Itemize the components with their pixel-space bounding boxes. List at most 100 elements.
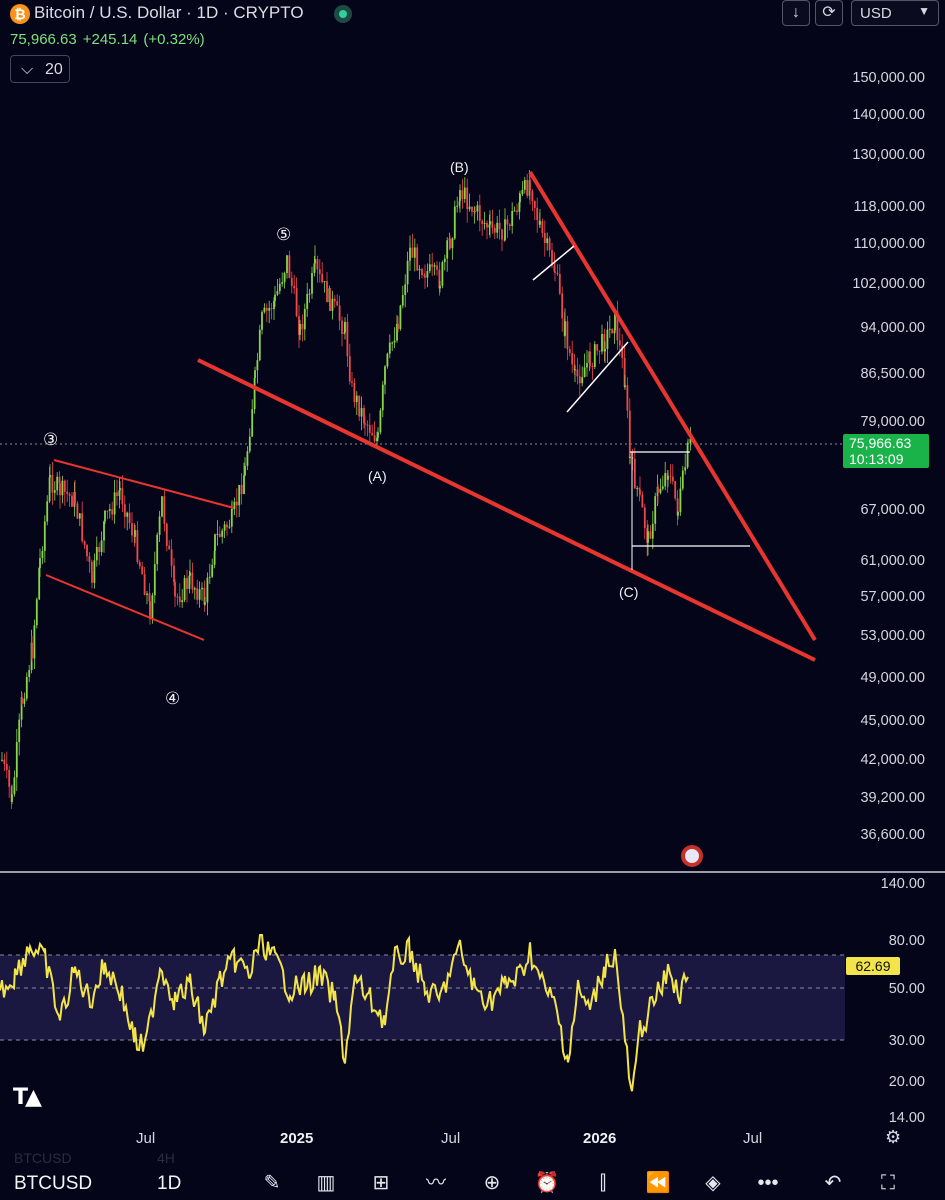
- candle-body: [626, 385, 629, 411]
- replay-icon[interactable]: ⏪: [645, 1172, 671, 1194]
- price-axis-label: 57,000.00: [860, 589, 925, 605]
- candle-body: [338, 305, 341, 321]
- time-axis-label: Jul: [136, 1130, 156, 1147]
- indicator-toggle[interactable]: ⌵ 20: [10, 55, 70, 83]
- candle-body: [397, 323, 399, 330]
- time-axis-label: Jul: [743, 1130, 763, 1147]
- download-icon[interactable]: ↓: [782, 0, 810, 26]
- candle-body: [53, 490, 56, 493]
- lower-trendline[interactable]: [197, 358, 816, 662]
- settings-icon[interactable]: ⚙: [885, 1127, 902, 1147]
- candle-body: [561, 293, 564, 319]
- candle-body: [679, 488, 682, 512]
- price-axis-label: 61,000.00: [860, 553, 925, 569]
- candle-body: [519, 194, 521, 203]
- candle-body: [603, 334, 606, 352]
- candle-body: [170, 549, 173, 566]
- tradingview-logo-icon[interactable]: T▲: [13, 1085, 42, 1110]
- candle-body: [676, 498, 679, 516]
- candle-body: [208, 576, 211, 578]
- upper-trendline[interactable]: [528, 170, 817, 642]
- candle-body: [221, 530, 224, 537]
- candle-body: [108, 509, 111, 511]
- candle-body: [439, 285, 441, 289]
- candle-body: [546, 238, 549, 244]
- white-channel-line-1[interactable]: [532, 245, 575, 281]
- price-axis-label: 102,000.00: [852, 276, 925, 292]
- market-status-icon[interactable]: [334, 5, 352, 23]
- compare-icon[interactable]: ⟳: [815, 0, 843, 26]
- undo-icon[interactable]: ↶: [824, 1172, 842, 1194]
- candle-body: [198, 589, 201, 600]
- price-axis-label: 79,000.00: [860, 414, 925, 430]
- white-channel-line-2[interactable]: [566, 341, 629, 413]
- candle-body: [411, 247, 414, 258]
- candle-body: [21, 697, 23, 704]
- rsi-axis-label: 140.00: [880, 876, 925, 892]
- candle-body: [621, 345, 624, 358]
- price-axis-label: 67,000.00: [860, 502, 925, 518]
- candle-body: [63, 480, 66, 492]
- candle-body: [443, 258, 446, 263]
- candle-body: [478, 205, 481, 221]
- layers-icon[interactable]: ◈: [705, 1172, 721, 1194]
- candle-body: [223, 524, 226, 531]
- candle-body: [671, 476, 674, 482]
- chart-type-icon[interactable]: ▥: [316, 1172, 336, 1194]
- brush-icon[interactable]: ✎: [263, 1172, 281, 1194]
- candle-body: [59, 483, 61, 496]
- candle-body: [298, 316, 300, 335]
- candle-body: [341, 320, 343, 334]
- candle-body: [426, 270, 429, 278]
- candle-body: [636, 488, 639, 490]
- candle-body: [123, 504, 126, 517]
- candle-body: [230, 509, 233, 527]
- fullscreen-icon[interactable]: ⛶: [881, 1172, 895, 1194]
- candle-body: [261, 312, 263, 330]
- candle-body: [664, 473, 667, 487]
- add-icon[interactable]: ⊕: [483, 1172, 501, 1194]
- indicators-icon[interactable]: 〰: [426, 1172, 446, 1194]
- candles-group: [1, 170, 692, 809]
- candle-body: [684, 467, 687, 471]
- candle-body: [203, 587, 206, 605]
- candle-body: [218, 533, 221, 537]
- grid-icon[interactable]: ⊞: [372, 1172, 390, 1194]
- alert-icon[interactable]: ⏰: [534, 1172, 560, 1194]
- price-axis-label: 53,000.00: [860, 628, 925, 644]
- candle-body: [326, 281, 328, 303]
- candle-body: [384, 366, 386, 385]
- candle-body: [368, 425, 371, 433]
- price-axis-label: 94,000.00: [860, 320, 925, 336]
- candle-body: [404, 284, 407, 296]
- candle-body: [376, 437, 378, 442]
- candle-body: [456, 205, 459, 207]
- wave-C-label: (C): [619, 584, 639, 600]
- rsi-axis-label: 20.00: [888, 1074, 925, 1090]
- candle-body: [248, 436, 251, 452]
- candle-body: [283, 273, 286, 283]
- candle-body: [201, 587, 203, 590]
- candle-body: [5, 763, 8, 770]
- candle-body: [406, 260, 409, 285]
- symbol-button[interactable]: BTCUSD: [14, 1173, 93, 1194]
- candle-body: [93, 560, 96, 583]
- candles-icon[interactable]: ⫿: [599, 1172, 607, 1194]
- symbol-title[interactable]: Bitcoin / U.S. Dollar · 1D · CRYPTO: [34, 3, 304, 22]
- candle-body: [204, 602, 206, 605]
- candle-body: [399, 305, 402, 330]
- candle-body: [51, 474, 54, 493]
- currency-select[interactable]: USD ▼: [851, 0, 939, 26]
- candle-body: [396, 323, 398, 341]
- interval-button[interactable]: 1D: [157, 1173, 182, 1194]
- candle-body: [333, 298, 336, 302]
- candle-body: [156, 534, 159, 565]
- flag-upper-line[interactable]: [53, 459, 235, 509]
- more-icon[interactable]: •••: [757, 1172, 779, 1194]
- flag-lower-line[interactable]: [45, 574, 205, 641]
- candle-body: [308, 293, 311, 295]
- candle-body: [674, 481, 677, 499]
- candle-body: [476, 205, 479, 212]
- candle-body: [624, 385, 626, 387]
